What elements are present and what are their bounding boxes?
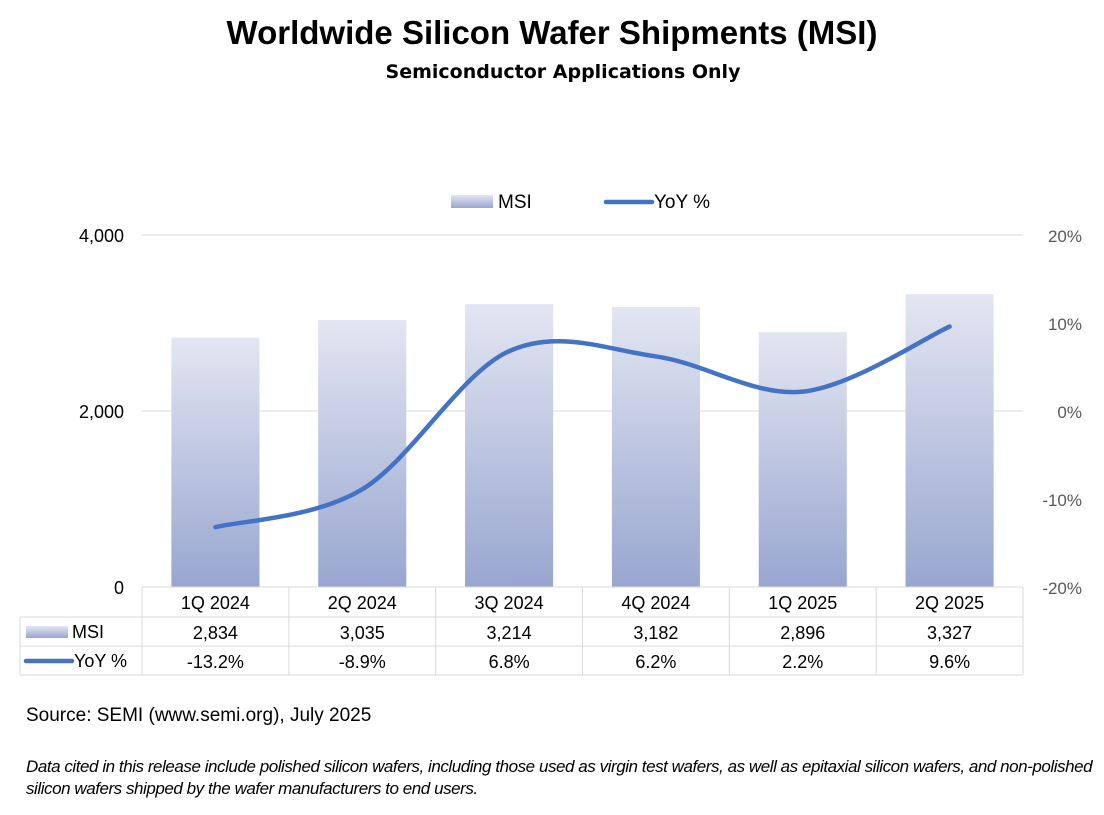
legend-msi-swatch (451, 195, 493, 208)
legend: MSI YoY % (451, 192, 710, 213)
yoy-value-label: 6.2% (635, 652, 676, 672)
yoy-line (213, 324, 952, 530)
category-label: 1Q 2025 (768, 593, 837, 613)
category-label: 4Q 2024 (621, 593, 690, 613)
legend-yoy-label: YoY % (654, 192, 710, 213)
bar-msi (318, 319, 407, 587)
axes: 0 2,000 4,000 -20% -10% 0% 10% 20% (79, 226, 1082, 598)
msi-value-label: 3,182 (633, 623, 678, 643)
msi-value-label: 2,834 (193, 623, 238, 643)
msi-row-label: MSI (72, 622, 104, 642)
footnote-text: Data cited in this release include polis… (26, 757, 1093, 798)
yoy-line-layer (213, 324, 952, 530)
chart-area: 1Q 2024 2Q 2024 3Q 2024 4Q 2024 1Q 2025 2Q 20… (19, 192, 1082, 676)
msi-value-label: 2,896 (780, 623, 825, 643)
category-label: 3Q 2024 (475, 593, 544, 613)
y-tick-label: 2,000 (79, 402, 124, 422)
yoy-value-label: 9.6% (929, 652, 970, 672)
yoy-value-label: -13.2% (187, 652, 244, 672)
category-label: 2Q 2025 (915, 593, 984, 613)
category-label: 2Q 2024 (328, 593, 397, 613)
msi-value-label: 3,035 (340, 623, 385, 643)
msi-value-label: 3,214 (487, 623, 532, 643)
bar-msi (465, 304, 554, 587)
legend-msi-label: MSI (498, 192, 532, 213)
category-label: 1Q 2024 (181, 593, 250, 613)
msi-value-label: 3,327 (927, 623, 972, 643)
bar-msi (611, 306, 700, 587)
bar-msi (758, 332, 847, 587)
y2-tick-label: 0% (1057, 403, 1082, 422)
chart-title: Worldwide Silicon Wafer Shipments (MSI) (226, 14, 878, 51)
chart-subtitle: Semiconductor Applications Only (385, 61, 741, 83)
bars (171, 294, 994, 587)
yoy-row-label: YoY % (74, 651, 127, 671)
yoy-value-label: -8.9% (339, 652, 386, 672)
y-tick-label: 4,000 (79, 226, 124, 246)
y2-tick-label: -10% (1042, 491, 1082, 510)
yoy-value-label: 2.2% (782, 652, 823, 672)
msi-table-key (26, 626, 68, 638)
y2-tick-label: 20% (1048, 227, 1082, 246)
y2-tick-label: 10% (1048, 315, 1082, 334)
yoy-value-label: 6.8% (489, 652, 530, 672)
source-text: Source: SEMI (www.semi.org), July 2025 (26, 705, 372, 726)
y-tick-label: 0 (114, 578, 124, 598)
data-table: 1Q 2024 2Q 2024 3Q 2024 4Q 2024 1Q 2025 2Q 20… (19, 586, 1024, 676)
bar-msi (171, 337, 260, 587)
gridlines (142, 234, 1023, 412)
y2-tick-label: -20% (1042, 579, 1082, 598)
bar-msi (905, 294, 994, 587)
